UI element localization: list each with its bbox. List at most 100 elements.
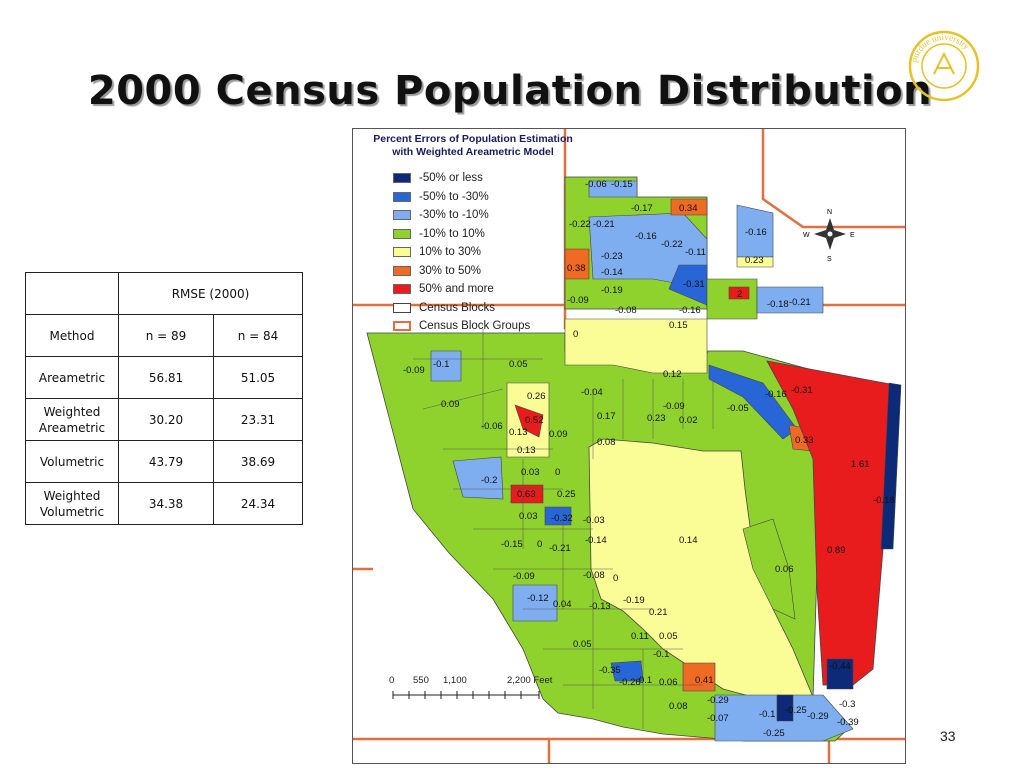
map-value-label: 0.06 — [775, 564, 794, 575]
map-value-label: -0.09 — [513, 571, 535, 582]
map-value-label: -0.06 — [585, 179, 607, 190]
map-region-yellow-north — [564, 318, 708, 374]
map-value-label: -0.32 — [551, 513, 573, 524]
map-value-label: 2 — [737, 289, 742, 300]
map-value-label: -0.16 — [765, 389, 787, 400]
map-value-label: -0.08 — [615, 305, 637, 316]
map-value-label: 0.12 — [663, 369, 682, 380]
map-title-line: Percent Errors of Population Estimation — [373, 133, 573, 145]
legend-swatch-census-blocks — [393, 302, 411, 313]
n84-header: n = 84 — [213, 314, 303, 357]
legend-label: -10% to 10% — [419, 227, 485, 240]
map-value-label: 0.09 — [549, 429, 568, 440]
map-value-label: 1.61 — [851, 459, 870, 470]
legend-item: 30% to 50% — [393, 262, 573, 281]
value-cell: 38.69 — [213, 440, 303, 483]
table-row: Weighted Volumetric 34.38 24.34 — [25, 482, 303, 525]
legend-label: -50% or less — [419, 172, 483, 185]
map-value-label: 0.21 — [649, 607, 668, 618]
map-value-label: -0.09 — [567, 295, 589, 306]
map-region-east-light-blue — [756, 286, 824, 314]
method-cell: Volumetric — [25, 440, 119, 483]
map-value-labels: -0.06 -0.15-0.17 0.34-0.22 -0.21-0.16 -0.16-… — [403, 179, 895, 739]
map-value-label: -0.44 — [829, 661, 851, 672]
map-region-dark-east-south — [826, 658, 854, 690]
legend-swatch — [393, 284, 411, 295]
map-value-label: -0.39 — [837, 717, 859, 728]
method-line: Weighted — [43, 404, 101, 419]
method-line: Areametric — [38, 420, 106, 435]
map-value-label: 0.41 — [695, 675, 714, 686]
map-value-label: 0.13 — [509, 427, 528, 438]
university-seal-logo: purdue university — [909, 30, 980, 102]
map-region-blue-block — [544, 506, 572, 526]
map-value-label: -0.14 — [585, 535, 607, 546]
map-value-label: -0.09 — [663, 401, 685, 412]
value-cell: 34.38 — [118, 482, 214, 525]
legend-item: 10% to 30% — [393, 243, 573, 262]
census-map: N S E W -0.06 -0.15-0.17 0.34-0.22 -0.21-0.… — [353, 129, 905, 763]
rmse-header: RMSE (2000) — [118, 272, 303, 315]
map-legend: -50% or less -50% to -30% -30% to -10% -… — [393, 169, 573, 336]
map-region-orange — [670, 198, 708, 216]
map-value-label: 0.05 — [573, 639, 592, 650]
map-value-label: 0.06 — [659, 677, 678, 688]
map-value-label: 0 — [537, 539, 542, 550]
value-cell: 30.20 — [118, 398, 214, 441]
value-cell: 24.34 — [213, 482, 303, 525]
value-cell: 51.05 — [213, 356, 303, 399]
map-value-label: 0.09 — [441, 399, 460, 410]
scale-tick-label: 0 — [389, 675, 395, 686]
map-region-red-west — [514, 404, 544, 438]
map-value-label: 0.02 — [679, 415, 698, 426]
map-value-label: -0.18 — [873, 495, 895, 506]
rmse-table: RMSE (2000) Method n = 89 n = 84 Areamet… — [25, 272, 303, 525]
map-value-label: 0.05 — [659, 631, 678, 642]
map-value-label: 0.1 — [639, 675, 652, 686]
map-value-label: -0.03 — [583, 515, 605, 526]
legend-label: Census Blocks — [419, 301, 496, 314]
map-value-label: -0.25 — [785, 705, 807, 716]
map-value-label: 0.04 — [553, 599, 572, 610]
map-region-west-blue-2 — [452, 456, 504, 500]
map-region-green-patch — [742, 518, 796, 620]
map-value-label: -0.35 — [599, 665, 621, 676]
compass-n: N — [827, 209, 832, 216]
map-region-dark-southeast — [776, 694, 794, 722]
legend-item: -30% to -10% — [393, 206, 573, 225]
map-region-east-yellow — [736, 256, 774, 268]
scale-bar — [392, 691, 540, 699]
map-value-label: -0.14 — [601, 267, 623, 278]
map-value-label: -0.12 — [527, 593, 549, 604]
map-value-label: -0.3 — [839, 699, 855, 710]
legend-item: -10% to 10% — [393, 225, 573, 244]
legend-label: -50% to -30% — [419, 190, 489, 203]
table-row: Areametric 56.81 51.05 — [25, 356, 303, 399]
census-block-lines — [413, 329, 714, 729]
map-value-label: 0.63 — [517, 489, 536, 500]
legend-swatch — [393, 247, 411, 258]
map-value-label: -0.15 — [611, 179, 633, 190]
map-value-label: 0.14 — [679, 535, 698, 546]
compass-rose: N S E W — [803, 209, 855, 263]
map-title-line: with Weighted Areametric Model — [392, 146, 554, 158]
map-value-label: -0.07 — [707, 713, 729, 724]
method-line: Weighted — [43, 488, 101, 503]
map-value-label: -0.15 — [501, 539, 523, 550]
map-value-label: 0.34 — [679, 203, 698, 214]
map-region-red-small — [728, 286, 750, 300]
value-cell: 23.31 — [213, 398, 303, 441]
map-value-label: 0.52 — [525, 415, 544, 426]
map-value-label: 0.08 — [669, 701, 688, 712]
map-value-label: 0.03 — [519, 511, 538, 522]
legend-label: 10% to 30% — [419, 246, 482, 259]
legend-item: -50% or less — [393, 169, 573, 188]
map-value-label: -0.17 — [631, 203, 653, 214]
map-value-label: -0.16 — [679, 305, 701, 316]
map-value-label: -0.1 — [433, 359, 449, 370]
legend-swatch-block-groups — [393, 321, 411, 332]
map-value-label: 0.23 — [745, 255, 764, 266]
map-value-label: -0.29 — [707, 695, 729, 706]
n89-header: n = 89 — [118, 314, 214, 357]
map-region-orange-south — [682, 662, 716, 692]
